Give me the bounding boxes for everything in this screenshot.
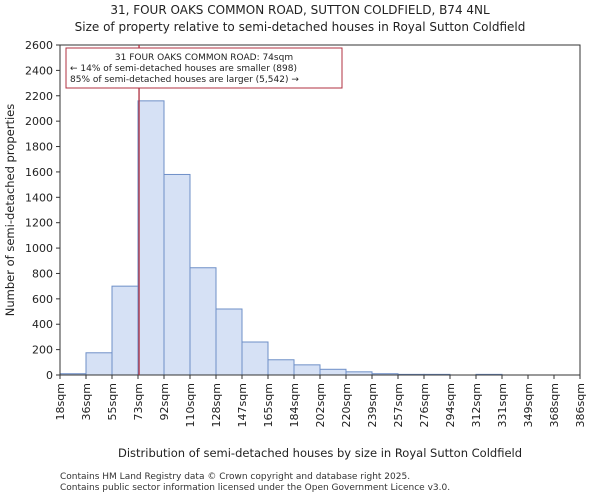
x-tick-label: 331sqm (496, 383, 509, 427)
footer-line-2: Contains public sector information licen… (60, 483, 451, 493)
bar-73sqm (137, 100, 165, 376)
footer-line-1: Contains HM Land Registry data © Crown c… (60, 472, 411, 482)
x-axis-label: Distribution of semi-detached houses by … (118, 446, 522, 460)
y-tick-label: 200 (32, 344, 53, 357)
x-tick-label: 386sqm (574, 383, 587, 427)
bar-chart: 0 200 400 600 800 1000 1200 1400 1600 1800 2000 220… (3, 39, 587, 460)
chart-subtitle: Size of property relative to semi-detach… (74, 20, 526, 34)
y-tick-label: 1400 (25, 191, 53, 204)
x-tick-label: 368sqm (548, 383, 561, 427)
bar-128sqm (215, 308, 243, 376)
x-tick-label: 202sqm (314, 383, 327, 427)
x-tick-label: 36sqm (80, 383, 93, 420)
bars-group (59, 100, 503, 376)
y-tick-label: 2600 (25, 39, 53, 52)
bar-36sqm (85, 352, 113, 376)
chart-title: 31, FOUR OAKS COMMON ROAD, SUTTON COLDFI… (110, 3, 490, 17)
chart-title-block: 31, FOUR OAKS COMMON ROAD, SUTTON COLDFI… (0, 2, 600, 36)
bar-55sqm (111, 285, 139, 376)
x-tick-label: 239sqm (366, 383, 379, 427)
annotation-line-3: 85% of semi-detached houses are larger (… (70, 75, 299, 85)
y-tick-label: 1000 (25, 242, 53, 255)
y-tick-label: 0 (46, 369, 53, 382)
y-axis-label: Number of semi-detached properties (3, 104, 17, 316)
x-tick-label: 110sqm (184, 383, 197, 427)
y-tick-label: 2000 (25, 115, 53, 128)
bar-92sqm (163, 173, 191, 376)
y-tick-label: 2200 (25, 90, 53, 103)
y-tick-label: 1600 (25, 166, 53, 179)
y-tick-label: 400 (32, 318, 53, 331)
x-tick-label: 147sqm (236, 383, 249, 427)
plot-frame (59, 44, 581, 376)
x-tick-label: 165sqm (262, 383, 275, 427)
bar-110sqm (189, 267, 217, 376)
bar-202sqm (319, 368, 347, 376)
bar-184sqm (293, 364, 321, 376)
x-tick-label: 294sqm (444, 383, 457, 427)
annotation-line-2: ← 14% of semi-detached houses are smalle… (70, 64, 297, 74)
x-tick-label: 312sqm (470, 383, 483, 427)
x-tick-label: 276sqm (418, 383, 431, 427)
bar-165sqm (267, 359, 295, 376)
x-tick-label: 92sqm (158, 383, 171, 420)
footer: Contains HM Land Registry data © Crown c… (60, 472, 450, 494)
y-tick-label: 1200 (25, 217, 53, 230)
annotation-line-1: 31 FOUR OAKS COMMON ROAD: 74sqm (115, 53, 293, 63)
y-tick-label: 1800 (25, 141, 53, 154)
x-tick-label: 73sqm (132, 383, 145, 420)
x-tick-label: 184sqm (288, 383, 301, 427)
x-tick-label: 18sqm (54, 383, 67, 420)
x-tick-label: 128sqm (210, 383, 223, 427)
annotation-box: 31 FOUR OAKS COMMON ROAD: 74sqm ← 14% of… (65, 47, 343, 89)
x-tick-label: 349sqm (522, 383, 535, 427)
x-axis-ticks: 18sqm 36sqm 55sqm 73sqm 92sqm 110sqm 128sqm 147… (54, 375, 587, 427)
x-tick-label: 257sqm (392, 383, 405, 427)
y-axis-ticks: 0 200 400 600 800 1000 1200 1400 1600 1800 2000 220… (25, 39, 60, 382)
y-tick-label: 800 (32, 267, 53, 280)
y-tick-label: 600 (32, 293, 53, 306)
x-tick-label: 55sqm (106, 383, 119, 420)
annotation-frame (65, 47, 343, 89)
bar-147sqm (241, 341, 269, 376)
y-tick-label: 2400 (25, 64, 53, 77)
x-tick-label: 220sqm (340, 383, 353, 427)
